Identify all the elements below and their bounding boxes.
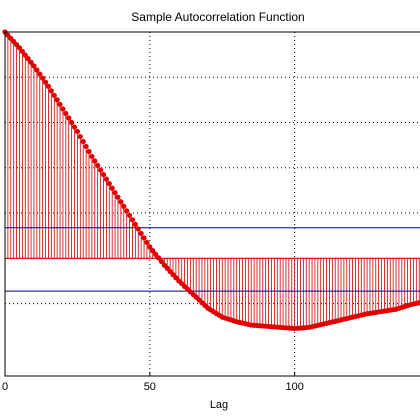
- x-axis-label: Lag: [210, 399, 228, 411]
- x-tick-label: 0: [2, 381, 8, 393]
- data-point: [71, 124, 78, 130]
- data-point: [126, 212, 133, 218]
- data-point: [83, 143, 89, 150]
- data-point: [135, 226, 141, 232]
- chart-title: Sample Autocorrelation Function: [131, 10, 304, 24]
- data-point: [100, 171, 107, 178]
- data-point: [118, 199, 124, 205]
- data-point: [34, 67, 40, 73]
- data-point: [121, 203, 127, 209]
- data-point: [66, 115, 72, 121]
- grid-lines: [5, 31, 420, 376]
- data-point: [115, 194, 121, 200]
- data-point: [16, 45, 23, 51]
- data-point: [77, 133, 83, 140]
- data-point: [80, 138, 86, 145]
- data-point: [22, 52, 28, 58]
- data-point: [158, 258, 165, 265]
- data-point: [57, 101, 63, 108]
- data-point: [132, 221, 138, 227]
- data-point: [25, 56, 31, 62]
- data-point: [40, 75, 46, 81]
- data-point: [69, 119, 75, 126]
- data-point: [416, 300, 420, 306]
- confidence-bounds: [5, 227, 420, 292]
- data-markers: [2, 29, 420, 332]
- data-point: [106, 181, 112, 187]
- data-point: [103, 176, 109, 182]
- data-point: [31, 63, 37, 69]
- data-point: [144, 239, 150, 246]
- data-point: [92, 158, 98, 164]
- data-point: [86, 148, 92, 155]
- x-tick-label: 50: [144, 381, 156, 393]
- data-point: [37, 71, 43, 77]
- data-point: [95, 162, 101, 169]
- data-point: [150, 248, 156, 254]
- data-point: [28, 59, 34, 65]
- data-point: [112, 190, 118, 196]
- stem-lines: [4, 32, 420, 329]
- data-point: [51, 92, 57, 98]
- plot-frame: [4, 31, 420, 377]
- data-point: [42, 79, 49, 85]
- data-point: [63, 110, 69, 117]
- data-point: [153, 251, 159, 257]
- data-point: [124, 208, 130, 214]
- data-point: [48, 88, 54, 94]
- data-point: [155, 255, 162, 261]
- data-point: [45, 83, 52, 89]
- data-point: [74, 128, 81, 135]
- data-point: [138, 230, 144, 237]
- data-point: [109, 185, 115, 191]
- data-point: [97, 167, 104, 173]
- data-point: [147, 244, 153, 250]
- data-point: [89, 153, 95, 160]
- data-point: [54, 97, 60, 103]
- data-point: [60, 106, 66, 112]
- data-point: [129, 217, 136, 223]
- data-point: [19, 48, 25, 55]
- x-ticks: 0 50 100: [2, 372, 304, 393]
- data-point: [141, 235, 147, 241]
- x-tick-label: 100: [285, 381, 303, 393]
